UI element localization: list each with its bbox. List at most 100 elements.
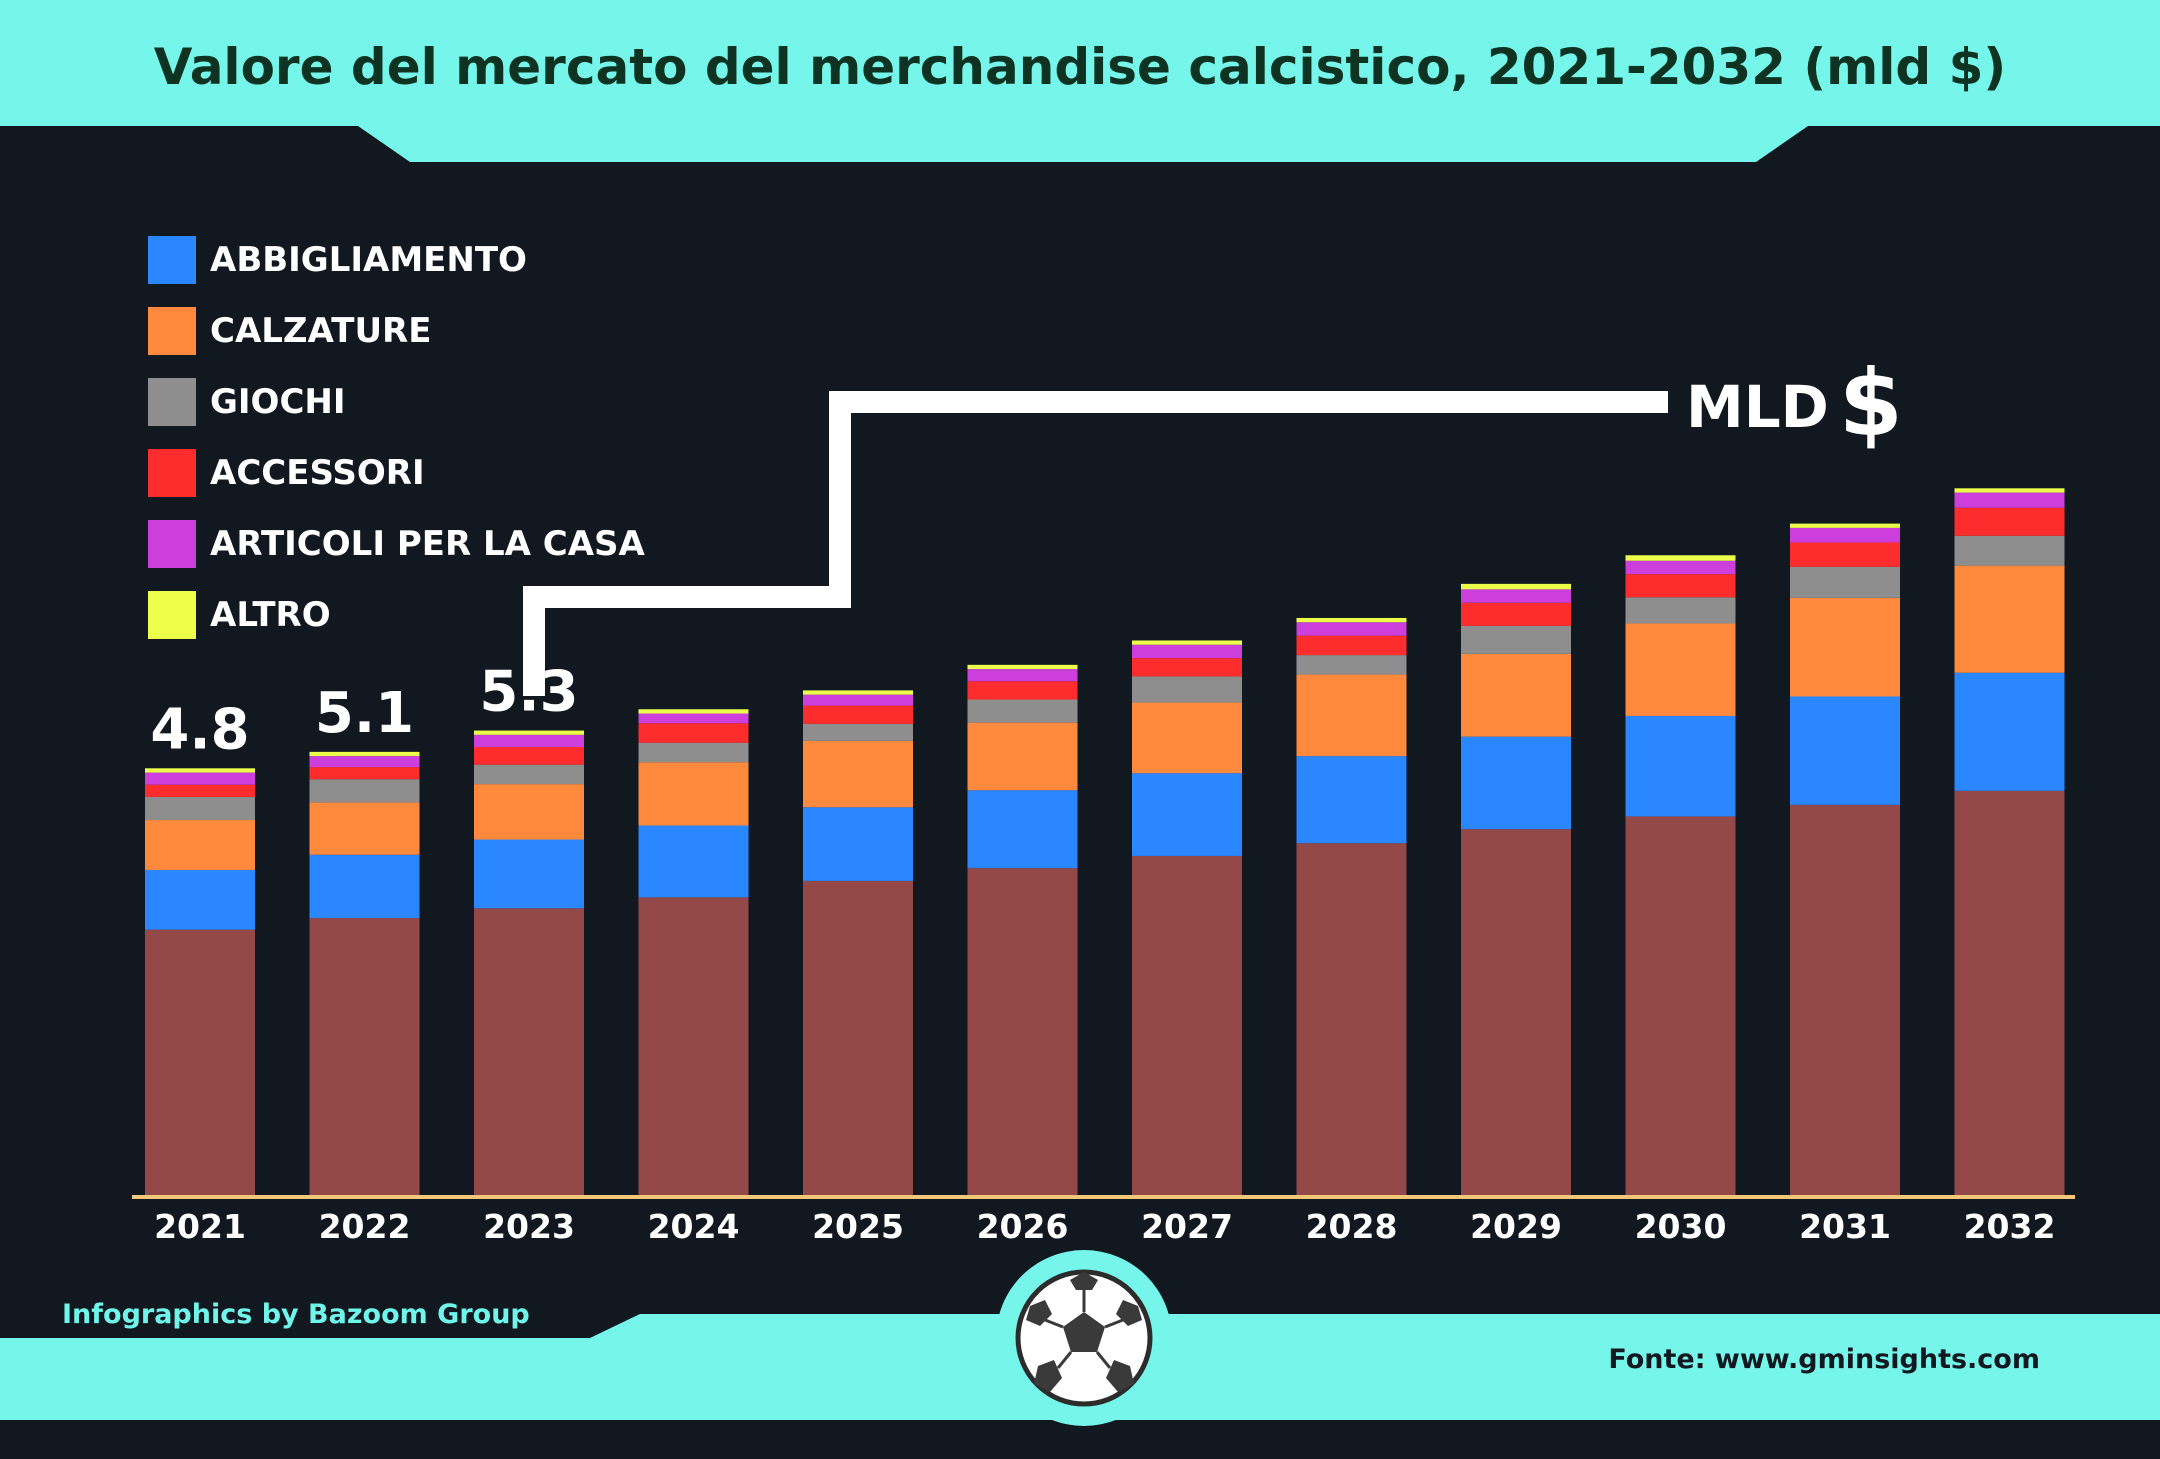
bar-segment-2021-calzature bbox=[145, 820, 255, 870]
legend-item-giochi: GIOCHI bbox=[148, 366, 645, 437]
bar-segment-2029-articoli-per-la-casa bbox=[1461, 589, 1571, 603]
bar-segment-2022-abbigliamento bbox=[309, 854, 420, 919]
bar-segment-2024-base bbox=[638, 897, 749, 1195]
legend-swatch-altro bbox=[148, 590, 196, 639]
bar-segment-2022-calzature bbox=[309, 802, 420, 855]
bar-segment-2025-giochi bbox=[803, 723, 913, 741]
x-tick-label-2028: 2028 bbox=[1306, 1207, 1398, 1246]
bar-segment-2024-giochi bbox=[638, 742, 749, 763]
bar-segment-2031-calzature bbox=[1790, 597, 1900, 697]
bar-segment-2028-articoli-per-la-casa bbox=[1296, 622, 1407, 636]
bar-segment-2021-altro bbox=[145, 768, 255, 773]
bar-segment-2032-abbigliamento bbox=[1954, 672, 2065, 791]
legend-label-altro: ALTRO bbox=[210, 594, 331, 635]
bar-segment-2030-base bbox=[1625, 816, 1736, 1195]
legend-item-articoli-per-la-casa: ARTICOLI PER LA CASA bbox=[148, 508, 645, 579]
bar-segment-2023-accessori bbox=[474, 747, 584, 765]
value-annotations: 4.8 5.1 5.3 bbox=[150, 660, 578, 763]
bar-segment-2030-giochi bbox=[1625, 597, 1736, 624]
bar-segment-2028-giochi bbox=[1296, 655, 1407, 675]
bar-segment-2023-articoli-per-la-casa bbox=[474, 734, 584, 747]
legend-swatch-abbigliamento bbox=[148, 235, 196, 284]
bar-segment-2032-base bbox=[1954, 790, 2065, 1195]
bar-segment-2023-abbigliamento bbox=[474, 839, 584, 909]
bar-segment-2029-giochi bbox=[1461, 625, 1571, 654]
bar-segment-2032-accessori bbox=[1954, 507, 2065, 536]
value-label-2023: 5.3 bbox=[479, 660, 578, 725]
legend-label-articoli-per-la-casa: ARTICOLI PER LA CASA bbox=[210, 523, 645, 564]
bar-segment-2021-articoli-per-la-casa bbox=[145, 772, 255, 785]
legend-item-altro: ALTRO bbox=[148, 579, 645, 650]
x-tick-label-2030: 2030 bbox=[1635, 1207, 1727, 1246]
bar-segment-2024-articoli-per-la-casa bbox=[638, 713, 749, 724]
bar-segment-2022-altro bbox=[309, 751, 420, 757]
bar-segment-2027-abbigliamento bbox=[1132, 773, 1242, 856]
bar-segment-2025-altro bbox=[803, 690, 913, 695]
bar-segment-2027-calzature bbox=[1132, 702, 1242, 774]
value-label-2021: 4.8 bbox=[150, 697, 249, 762]
legend-item-accessori: ACCESSORI bbox=[148, 437, 645, 508]
source-text: Fonte: www.gminsights.com bbox=[1608, 1344, 2040, 1375]
value-label-2022: 5.1 bbox=[315, 681, 414, 746]
legend-item-calzature: CALZATURE bbox=[148, 295, 645, 366]
bar-segment-2030-altro bbox=[1625, 555, 1736, 561]
bar-segment-2028-accessori bbox=[1296, 635, 1407, 656]
bar-segment-2029-altro bbox=[1461, 583, 1571, 590]
bar-segment-2030-accessori bbox=[1625, 574, 1736, 598]
bar-segment-2031-abbigliamento bbox=[1790, 696, 1900, 805]
legend-label-accessori: ACCESSORI bbox=[210, 452, 425, 493]
x-tick-labels: 2021 2022 2023 2024 2025 2026 2027 2028 2029 2030… bbox=[154, 1207, 2055, 1246]
bar-segment-2023-calzature bbox=[474, 784, 584, 840]
bar-segment-2032-altro bbox=[1954, 488, 2065, 493]
bar-segment-2025-calzature bbox=[803, 740, 913, 808]
bar-segment-2026-calzature bbox=[967, 722, 1078, 791]
bar-segment-2032-giochi bbox=[1954, 535, 2065, 566]
bar-segment-2026-base bbox=[967, 868, 1078, 1195]
x-tick-label-2027: 2027 bbox=[1141, 1207, 1233, 1246]
bar-segment-2024-accessori bbox=[638, 723, 749, 743]
bar-segment-2029-calzature bbox=[1461, 653, 1571, 737]
legend-label-giochi: GIOCHI bbox=[210, 381, 346, 422]
bar-segment-2021-accessori bbox=[145, 784, 255, 797]
bar-segment-2029-abbigliamento bbox=[1461, 736, 1571, 830]
bar-segment-2022-articoli-per-la-casa bbox=[309, 756, 420, 768]
bar-segment-2026-abbigliamento bbox=[967, 790, 1078, 869]
legend-swatch-calzature bbox=[148, 306, 196, 355]
bar-segment-2025-base bbox=[803, 880, 913, 1195]
bar-segment-2025-abbigliamento bbox=[803, 807, 913, 881]
bar-segment-2026-altro bbox=[967, 664, 1078, 670]
bar-segment-2031-articoli-per-la-casa bbox=[1790, 527, 1900, 543]
bar-segment-2032-articoli-per-la-casa bbox=[1954, 492, 2065, 508]
bar-segment-2029-accessori bbox=[1461, 602, 1571, 626]
bar-segment-2024-abbigliamento bbox=[638, 825, 749, 898]
bar-segment-2030-abbigliamento bbox=[1625, 715, 1736, 817]
bar-segment-2024-altro bbox=[638, 709, 749, 714]
credit-text: Infographics by Bazoom Group bbox=[62, 1299, 530, 1330]
bar-segment-2028-calzature bbox=[1296, 674, 1407, 757]
x-tick-label-2032: 2032 bbox=[1964, 1207, 2056, 1246]
bar-segment-2021-base bbox=[145, 929, 255, 1195]
bar-segment-2026-articoli-per-la-casa bbox=[967, 669, 1078, 682]
soccer-ball-icon bbox=[996, 1250, 1172, 1426]
bars-group bbox=[145, 488, 2065, 1195]
legend-swatch-articoli-per-la-casa bbox=[148, 519, 196, 568]
legend-swatch-giochi bbox=[148, 377, 196, 426]
legend-item-abbigliamento: ABBIGLIAMENTO bbox=[148, 224, 645, 295]
bar-segment-2029-base bbox=[1461, 829, 1571, 1195]
bar-segment-2031-altro bbox=[1790, 523, 1900, 528]
legend-label-abbigliamento: ABBIGLIAMENTO bbox=[210, 239, 527, 280]
title-banner bbox=[0, 0, 2160, 162]
bar-segment-2027-altro bbox=[1132, 640, 1242, 645]
bar-segment-2023-base bbox=[474, 908, 584, 1195]
bar-segment-2028-altro bbox=[1296, 617, 1407, 623]
bar-segment-2030-articoli-per-la-casa bbox=[1625, 560, 1736, 575]
x-tick-label-2029: 2029 bbox=[1470, 1207, 1562, 1246]
x-tick-label-2024: 2024 bbox=[648, 1207, 740, 1246]
x-tick-label-2026: 2026 bbox=[977, 1207, 1069, 1246]
bar-segment-2027-giochi bbox=[1132, 676, 1242, 703]
growth-connector-line bbox=[523, 391, 1668, 696]
bar-segment-2027-accessori bbox=[1132, 658, 1242, 677]
bar-segment-2021-abbigliamento bbox=[145, 869, 255, 930]
bar-segment-2031-giochi bbox=[1790, 566, 1900, 598]
